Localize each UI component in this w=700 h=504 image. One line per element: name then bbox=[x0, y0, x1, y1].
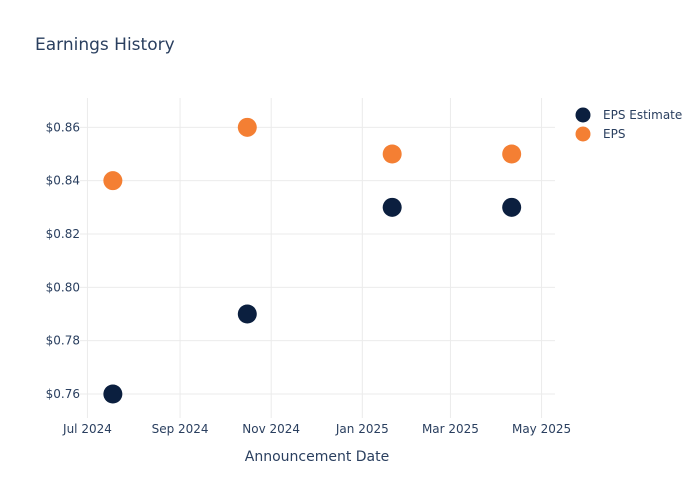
eps-point[interactable] bbox=[103, 171, 123, 191]
legend[interactable]: EPS Estimate EPS bbox=[575, 107, 683, 142]
y-tick-label: $0.78 bbox=[46, 334, 80, 348]
x-tick-label: Jul 2024 bbox=[62, 422, 112, 436]
legend-label: EPS bbox=[603, 127, 625, 141]
y-tick-labels: $0.76 $0.78 $0.80 $0.82 $0.84 $0.86 bbox=[46, 120, 80, 401]
data-points bbox=[103, 117, 522, 404]
x-tick-label: Sep 2024 bbox=[152, 422, 209, 436]
y-tick-label: $0.86 bbox=[46, 120, 80, 134]
y-tick-label: $0.84 bbox=[46, 174, 80, 188]
eps-estimate-point[interactable] bbox=[382, 197, 402, 217]
legend-marker bbox=[575, 126, 591, 142]
legend-item-eps[interactable]: EPS bbox=[575, 126, 626, 142]
chart-title: Earnings History bbox=[35, 35, 175, 55]
x-tick-labels: Jul 2024 Sep 2024 Nov 2024 Jan 2025 Mar 2025… bbox=[62, 422, 571, 436]
legend-label: EPS Estimate bbox=[603, 108, 682, 122]
legend-marker bbox=[575, 107, 591, 123]
x-gridlines bbox=[86, 98, 543, 418]
y-tick-label: $0.76 bbox=[46, 387, 80, 401]
legend-item-eps-estimate[interactable]: EPS Estimate bbox=[575, 107, 683, 123]
y-tick-label: $0.82 bbox=[46, 227, 80, 241]
x-tick-label: Mar 2025 bbox=[422, 422, 479, 436]
eps-point[interactable] bbox=[237, 117, 257, 137]
x-tick-label: Jan 2025 bbox=[335, 422, 389, 436]
y-tick-label: $0.80 bbox=[46, 280, 80, 294]
eps-point[interactable] bbox=[382, 144, 402, 164]
x-axis-title: Announcement Date bbox=[245, 449, 389, 465]
y-gridlines bbox=[80, 126, 555, 395]
eps-estimate-point[interactable] bbox=[502, 197, 522, 217]
eps-point[interactable] bbox=[502, 144, 522, 164]
x-tick-label: May 2025 bbox=[512, 422, 571, 436]
eps-estimate-point[interactable] bbox=[103, 384, 123, 404]
x-tick-label: Nov 2024 bbox=[242, 422, 300, 436]
eps-estimate-point[interactable] bbox=[237, 304, 257, 324]
